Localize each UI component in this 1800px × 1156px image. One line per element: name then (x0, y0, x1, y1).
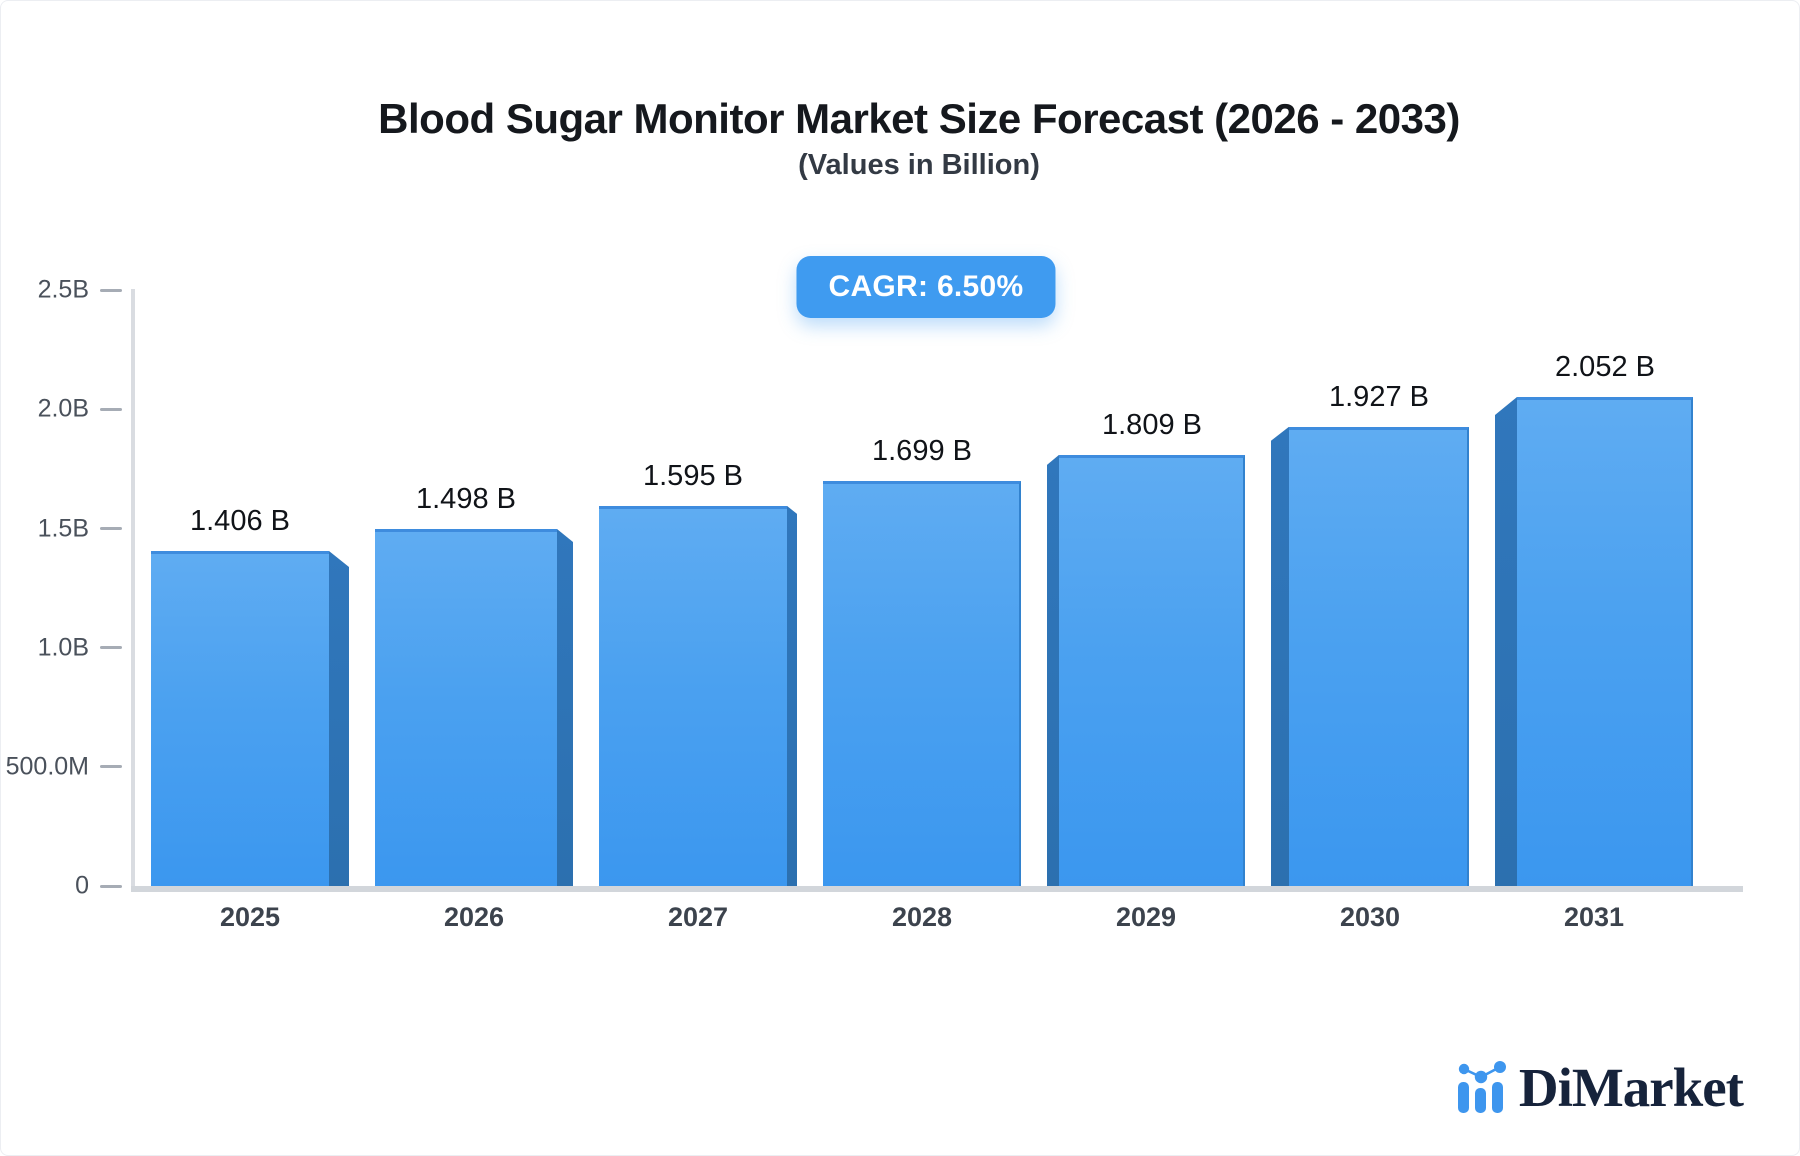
x-tick-label: 2026 (443, 902, 505, 932)
chart-subtitle: (Values in Billion) (798, 149, 1040, 181)
y-tick-mark (100, 765, 122, 769)
bar-value-label: 1.699 B (872, 435, 972, 468)
y-tick-label: 2.0B (37, 394, 89, 423)
bar-side-2026 (557, 529, 573, 886)
bar-side-2025 (329, 550, 349, 886)
bar-value-label: 1.809 B (1102, 408, 1202, 441)
brand-logo: DiMarket (1456, 1057, 1744, 1118)
y-tick-mark (100, 527, 122, 531)
bar-value-label: 2.052 B (1555, 351, 1655, 383)
y-tick-label: 500.0M (5, 752, 89, 781)
bar-side-2031 (1495, 397, 1517, 886)
y-tick-mark (100, 407, 122, 411)
bar-2027[interactable] (599, 505, 787, 886)
bar-side-2030 (1271, 426, 1289, 886)
bar-2026[interactable] (375, 529, 557, 886)
x-tick-label: 2028 (891, 902, 953, 932)
bar-value-label: 1.595 B (643, 459, 743, 492)
x-tick-label: 2029 (1115, 902, 1177, 932)
x-tick-label: 2025 (219, 902, 281, 932)
x-tick-label: 2031 (1563, 902, 1625, 932)
y-tick-mark (100, 884, 122, 888)
cagr-badge: CAGR: 6.50% (796, 256, 1056, 318)
y-tick-label: 1.0B (37, 633, 89, 662)
bar-side-2027 (787, 505, 797, 886)
y-axis-line (131, 289, 135, 886)
bar-side-2029 (1047, 454, 1059, 886)
bar-value-label: 1.498 B (416, 483, 516, 516)
x-tick-label: 2030 (1339, 902, 1401, 932)
bar-2030[interactable] (1289, 426, 1469, 886)
bar-2028[interactable] (823, 481, 1021, 886)
chart-title: Blood Sugar Monitor Market Size Forecast… (378, 95, 1460, 142)
x-axis-line (131, 886, 1743, 892)
y-tick-label: 1.5B (37, 514, 89, 543)
y-tick-label: 2.5B (37, 275, 89, 304)
bar-2029[interactable] (1059, 454, 1245, 886)
y-tick-mark (100, 646, 122, 650)
bar-2031[interactable] (1517, 397, 1693, 886)
y-tick-mark (100, 288, 122, 292)
brand-name: DiMarket (1518, 1057, 1744, 1118)
bar-2025[interactable] (151, 550, 329, 886)
y-tick-label: 0 (75, 871, 89, 900)
x-tick-label: 2027 (667, 902, 729, 932)
bar-line-chart-icon (1456, 1060, 1506, 1115)
bar-value-label: 1.927 B (1329, 380, 1429, 413)
bar-value-label: 1.406 B (190, 504, 290, 537)
